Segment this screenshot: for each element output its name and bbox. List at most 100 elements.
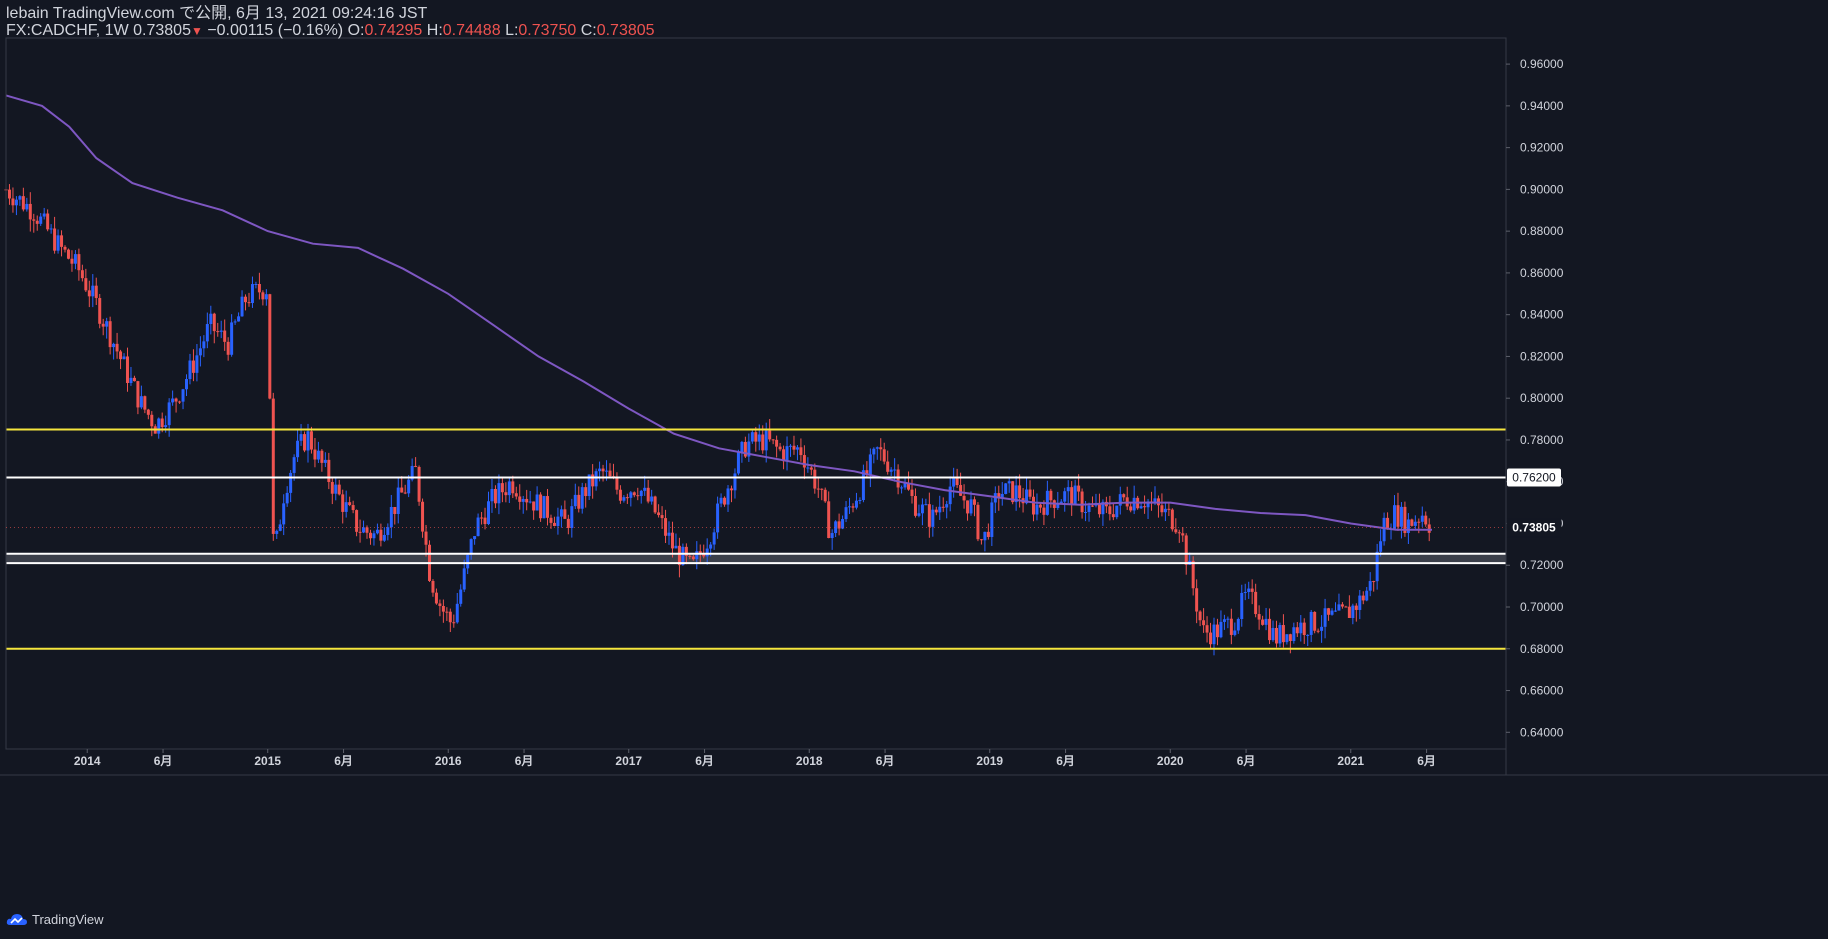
candle-down (1274, 627, 1278, 644)
candle-down (504, 492, 508, 496)
candle-up (49, 228, 53, 230)
candle-up (535, 494, 539, 511)
candle-up (789, 445, 793, 447)
candle-down (761, 434, 765, 451)
time-tick-label: 6月 (1417, 754, 1436, 768)
candle-down (549, 517, 553, 523)
price-tick-label: 0.92000 (1520, 141, 1564, 155)
candle-down (309, 431, 313, 450)
footer-branding[interactable]: TradingView (6, 909, 104, 929)
candle-down (778, 446, 782, 450)
candle-up (407, 479, 411, 494)
candle-up (844, 507, 848, 520)
candle-down (1181, 533, 1185, 536)
candle-up (250, 284, 254, 303)
candle-up (920, 504, 924, 514)
candle-up (278, 524, 282, 531)
candle-down (1209, 632, 1213, 645)
candle-down (1167, 508, 1171, 510)
candle-down (882, 449, 886, 462)
candle-down (823, 489, 827, 502)
price-tick-label: 0.68000 (1520, 642, 1564, 656)
candle-down (1097, 503, 1101, 515)
candle-down (677, 545, 681, 566)
candle-down (1327, 608, 1331, 615)
candle-down (341, 494, 345, 512)
candle-up (306, 431, 310, 451)
time-tick-label: 2014 (74, 754, 101, 768)
candle-down (393, 507, 397, 514)
candle-up (296, 440, 300, 458)
tradingview-cloud-icon (6, 914, 28, 925)
candle-down (1122, 494, 1126, 498)
candle-up (1219, 621, 1223, 638)
candle-down (368, 532, 372, 539)
candle-down (1288, 634, 1292, 642)
candle-up (903, 483, 907, 488)
low-value: 0.73750 (518, 22, 577, 39)
candle-down (664, 518, 668, 536)
candle-down (514, 493, 518, 497)
candle-up (42, 213, 46, 217)
candle-down (532, 501, 536, 511)
candle-up (195, 355, 199, 373)
candlestick-series (4, 182, 1431, 656)
candle-up (709, 544, 713, 549)
candle-up (1115, 505, 1119, 518)
candle-up (990, 502, 994, 537)
candle-up (282, 503, 286, 525)
candle-down (1386, 517, 1390, 530)
candle-up (1375, 551, 1379, 582)
candle-up (983, 531, 987, 541)
candle-up (292, 457, 296, 473)
candle-down (421, 501, 425, 532)
candle-up (945, 504, 949, 508)
candle-up (202, 341, 206, 349)
candle-down (1038, 504, 1042, 508)
candle-up (410, 465, 414, 480)
candle-up (1139, 506, 1143, 509)
candle-up (1212, 624, 1216, 645)
candle-down (146, 409, 150, 415)
candle-down (972, 499, 976, 505)
moving-average-line (5, 94, 1432, 531)
candle-down (1410, 519, 1414, 526)
candle-up (900, 487, 904, 489)
candle-down (698, 551, 702, 554)
candle-down (119, 351, 123, 360)
price-tick-label: 0.86000 (1520, 266, 1564, 280)
candle-up (240, 296, 244, 317)
candle-down (337, 484, 341, 495)
symbol-label[interactable]: FX:CADCHF, 1W (6, 22, 129, 39)
candle-down (53, 228, 57, 251)
candle-down (417, 466, 421, 502)
candle-down (632, 492, 636, 496)
candle-up (1379, 541, 1383, 552)
candle-down (1302, 622, 1306, 636)
candle-up (316, 450, 320, 460)
candle-up (750, 432, 754, 442)
candle-up (969, 499, 973, 514)
candle-up (1330, 610, 1334, 615)
candle-down (511, 481, 515, 494)
candle-down (438, 603, 442, 606)
candle-up (695, 551, 699, 560)
candle-up (1393, 505, 1397, 529)
candle-down (434, 592, 438, 604)
candle-down (591, 474, 595, 487)
ohlc-legend: FX:CADCHF, 1W 0.73805▼ −0.00115 (−0.16%)… (6, 21, 655, 41)
candle-down (566, 518, 570, 528)
price-tick-label: 0.66000 (1520, 684, 1564, 698)
candle-down (452, 622, 456, 624)
candle-up (1222, 619, 1226, 622)
candle-up (1226, 618, 1230, 620)
candle-down (160, 418, 164, 428)
candle-down (493, 488, 497, 504)
candle-down (351, 505, 355, 511)
candle-up (559, 509, 563, 517)
candle-up (521, 498, 525, 502)
candle-up (1087, 505, 1091, 513)
candle-up (334, 484, 338, 494)
candle-up (757, 434, 761, 442)
